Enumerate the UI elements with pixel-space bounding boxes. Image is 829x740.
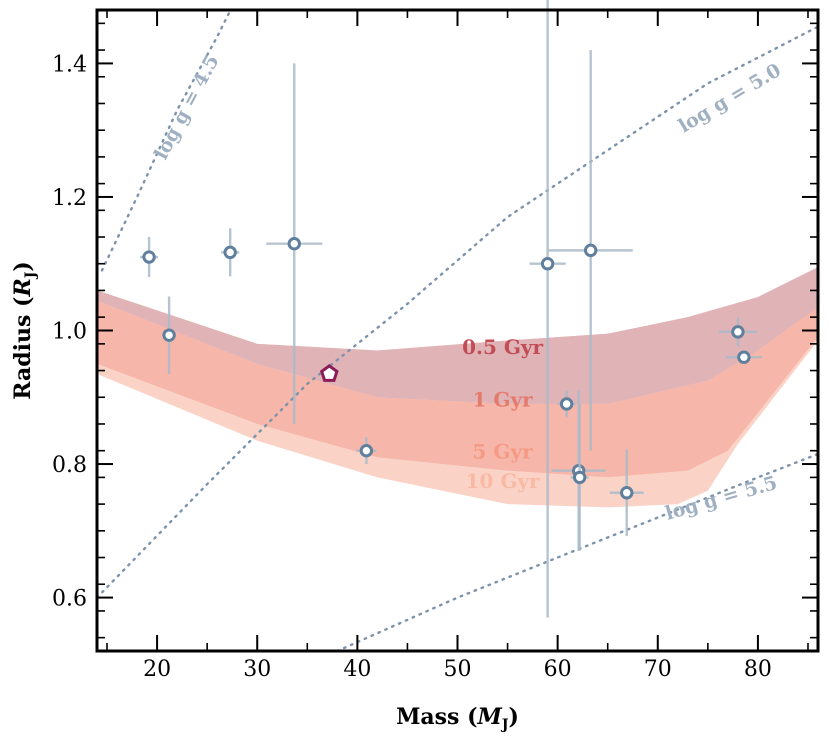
data-point-0-12 [725,350,762,364]
log-g-label-0: log g = 4.5 [150,51,224,163]
y-axis-label: Radius (RJ) [10,261,39,400]
isochrone-labels: 0.5 Gyr 1 Gyr 5 Gyr 10 Gyr [462,335,543,493]
data-point-0-0 [140,237,159,278]
x-tick-label: 80 [744,657,772,682]
data-point-0-10 [609,449,644,537]
circle-marker [162,328,176,342]
data-point-0-5 [529,0,566,618]
data-point-0-1 [162,296,176,374]
data-point-1-0 [319,364,339,382]
data-point-0-9 [548,50,633,451]
data-points [140,0,762,618]
x-axis-label-subscript: J [500,717,509,733]
y-tick-label: 1.4 [52,52,87,77]
circle-marker [359,443,374,458]
log-g-line-0 [100,10,232,272]
isochrone-label-2: 5 Gyr [473,440,534,464]
isochrone-label-0: 0.5 Gyr [462,335,543,359]
data-point-0-4 [356,437,377,465]
y-axis-label-close: ) [10,261,36,271]
data-point-0-8 [570,403,589,551]
y-axis-label-subscript: J [23,271,39,280]
x-tick-label: 40 [343,657,371,682]
isochrone-label-1: 1 Gyr [473,388,534,412]
axis-ticks: 20 30 40 50 60 70 80 0.6 0.8 1.0 1.2 1.4 [52,10,818,682]
circle-marker [731,325,745,339]
x-axis-label-name: Mass [396,704,459,730]
x-tick-label: 60 [544,657,572,682]
isochrone-bands [97,267,818,508]
log-g-line-group [97,10,818,651]
y-tick-label: 1.2 [52,186,87,211]
y-axis-label-open: ( [10,297,36,315]
x-tick-label: 30 [243,657,271,682]
circle-marker [287,236,301,251]
log-g-line-1 [97,25,818,599]
log-g-line-2 [336,452,818,651]
circle-marker [620,486,634,500]
x-axis-label-open: ( [459,704,477,730]
x-axis-label-close: ) [509,704,519,730]
circle-marker [737,350,751,364]
data-point-0-11 [718,317,757,347]
x-tick-label: 50 [444,657,472,682]
y-axis-label-unit: R [10,278,36,297]
circle-marker [540,257,555,271]
circle-marker [559,397,574,411]
isochrone-band-1 [97,300,818,478]
pentagon-marker [319,364,339,382]
data-point-0-2 [221,228,240,277]
isochrone-band-0 [97,337,818,508]
isochrone-label-3: 10 Gyr [466,469,540,493]
isochrone-band-3 [97,267,818,404]
circle-marker [583,243,598,258]
data-point-0-6 [557,390,576,418]
y-tick-label: 0.8 [52,453,87,478]
x-axis-label: Mass (MJ) [396,704,519,733]
circle-marker [142,250,156,264]
data-point-0-3 [266,63,323,424]
circle-marker [572,470,587,485]
x-axis-label-unit: M [477,704,503,730]
x-tick-label: 70 [644,657,672,682]
x-tick-label: 20 [143,657,171,682]
circle-marker [223,245,237,260]
y-tick-label: 0.6 [52,587,87,612]
y-axis-label-name: Radius [10,315,36,400]
y-tick-label: 1.0 [52,320,87,345]
